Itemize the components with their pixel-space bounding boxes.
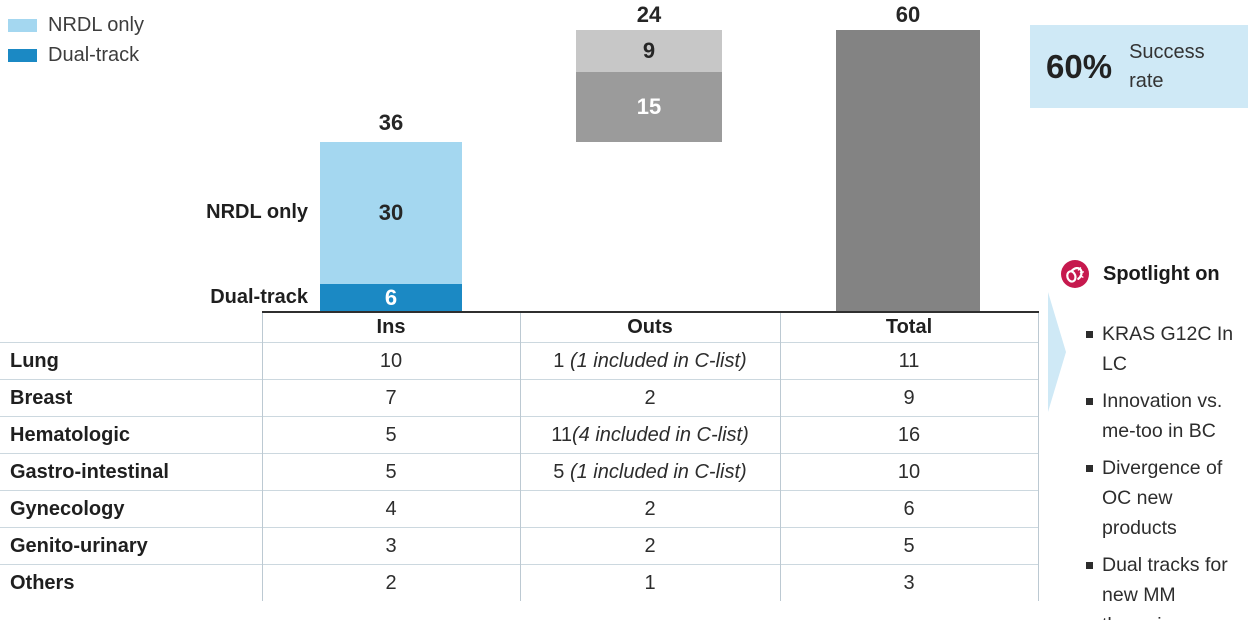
table-row-lung: Lung 10 1 (1 included in C-list) 11	[0, 342, 1039, 380]
outs-note: (1 included in C-list)	[569, 349, 747, 372]
legend-item-dual-track: Dual-track	[8, 40, 144, 70]
spotlight-header: Spotlight on	[1060, 259, 1220, 289]
cell-ins: 2	[261, 564, 520, 601]
cell-total: 11	[779, 342, 1039, 380]
table-row-gynecology: Gynecology 4 2 6	[0, 490, 1039, 528]
outs-value: 2	[644, 386, 656, 409]
spotlight-item: Innovation vs. me-too in BC	[1086, 386, 1234, 446]
row-label: Lung	[0, 342, 262, 380]
bar-outs-segment-upper: 9	[576, 30, 722, 72]
outs-value: 2	[644, 534, 656, 557]
cell-ins: 10	[261, 342, 520, 380]
bullet-icon	[1086, 331, 1093, 338]
bar-annotation-nrdl-only: NRDL only	[206, 201, 308, 223]
outs-note: (1 included in C-list)	[569, 460, 747, 483]
cell-ins: 4	[261, 490, 520, 528]
table-row-gastro-intestinal: Gastro-intestinal 5 5 (1 included in C-l…	[0, 453, 1039, 491]
spotlight-item-text: Innovation vs. me-too in BC	[1102, 390, 1223, 442]
row-label: Breast	[0, 379, 262, 417]
outs-value: 5	[553, 460, 570, 483]
bar-total-segment	[836, 30, 980, 311]
table-row-breast: Breast 7 2 9	[0, 379, 1039, 417]
cell-outs: 2	[519, 379, 780, 417]
cell-total: 16	[779, 416, 1039, 454]
spotlight-icon	[1061, 260, 1089, 288]
bar-ins-nrdl-value: 30	[378, 200, 404, 225]
table-row-others: Others 2 1 3	[0, 564, 1039, 601]
row-label: Others	[0, 564, 262, 601]
spotlight-list: KRAS G12C In LC Innovation vs. me-too in…	[1086, 319, 1234, 620]
bar-total-total-label: 60	[895, 2, 921, 27]
cell-outs: 2	[519, 527, 780, 565]
row-label: Genito-urinary	[0, 527, 262, 565]
cell-total: 10	[779, 453, 1039, 491]
legend-item-nrdl-only: NRDL only	[8, 10, 144, 40]
spotlight-item: Divergence of OC new products	[1086, 453, 1234, 543]
cell-outs: 1	[519, 564, 780, 601]
table-header-row: Ins Outs Total	[0, 311, 1039, 343]
outs-value: 1	[553, 349, 570, 372]
outs-value: 11	[551, 423, 573, 446]
row-label: Gastro-intestinal	[0, 453, 262, 491]
spotlight-item-text: Dual tracks for new MM therapies	[1102, 554, 1228, 620]
legend-label-nrdl-only: NRDL only	[48, 13, 144, 36]
success-rate-value: 60%	[1046, 47, 1113, 85]
bullet-icon	[1086, 465, 1093, 472]
legend-label-dual-track: Dual-track	[48, 43, 140, 66]
cell-outs: 2	[519, 490, 780, 528]
bar-outs-upper-value: 9	[642, 38, 656, 63]
outs-value: 1	[644, 571, 656, 594]
table-row-hematologic: Hematologic 5 11(4 included in C-list) 1…	[0, 416, 1039, 454]
legend-swatch-dual-track-icon	[8, 48, 37, 62]
row-label: Hematologic	[0, 416, 262, 454]
spotlight-title: Spotlight on	[1103, 262, 1220, 285]
spotlight-item: KRAS G12C In LC	[1086, 319, 1234, 379]
bar-ins-total-label: 36	[378, 110, 404, 135]
cell-outs: 5 (1 included in C-list)	[519, 453, 780, 491]
outs-note: (4 included in C-list)	[572, 423, 749, 446]
cell-total: 6	[779, 490, 1039, 528]
outs-value: 2	[644, 497, 656, 520]
legend-swatch-nrdl-only-icon	[8, 18, 37, 32]
cell-total: 9	[779, 379, 1039, 417]
cell-outs: 11(4 included in C-list)	[519, 416, 780, 454]
cell-ins: 7	[261, 379, 520, 417]
bar-annotation-dual-track: Dual-track	[210, 286, 308, 308]
bar-ins-segment-dual-track: 6	[320, 284, 462, 311]
bullet-icon	[1086, 398, 1093, 405]
cell-ins: 3	[261, 527, 520, 565]
table-row-genito-urinary: Genito-urinary 3 2 5	[0, 527, 1039, 565]
cell-total: 5	[779, 527, 1039, 565]
bar-outs-total-label: 24	[636, 2, 662, 27]
spotlight-item-text: KRAS G12C In LC	[1102, 323, 1234, 375]
success-rate-badge: 60% Success rate	[1030, 25, 1248, 108]
bullet-icon	[1086, 562, 1093, 569]
table-header-outs: Outs	[519, 311, 780, 343]
bar-ins-dual-value: 6	[384, 284, 398, 310]
table-header-empty	[0, 312, 262, 343]
success-rate-label: Success rate	[1129, 40, 1205, 92]
indication-table: Ins Outs Total Lung 10 1 (1 included in …	[0, 311, 1039, 601]
bar-ins-segment-nrdl-only: 30	[320, 142, 462, 284]
chart-legend: NRDL only Dual-track	[8, 10, 144, 70]
row-label: Gynecology	[0, 490, 262, 528]
spotlight-item-text: Divergence of OC new products	[1102, 457, 1223, 539]
cell-ins: 5	[261, 453, 520, 491]
table-header-ins: Ins	[261, 311, 520, 343]
cell-outs: 1 (1 included in C-list)	[519, 342, 780, 380]
cell-total: 3	[779, 564, 1039, 601]
chevron-right-icon	[1048, 292, 1066, 412]
cell-ins: 5	[261, 416, 520, 454]
table-header-total: Total	[779, 311, 1039, 343]
bar-outs-lower-value: 15	[636, 94, 662, 119]
spotlight-item: Dual tracks for new MM therapies	[1086, 550, 1234, 620]
bar-outs-segment-lower: 15	[576, 72, 722, 142]
